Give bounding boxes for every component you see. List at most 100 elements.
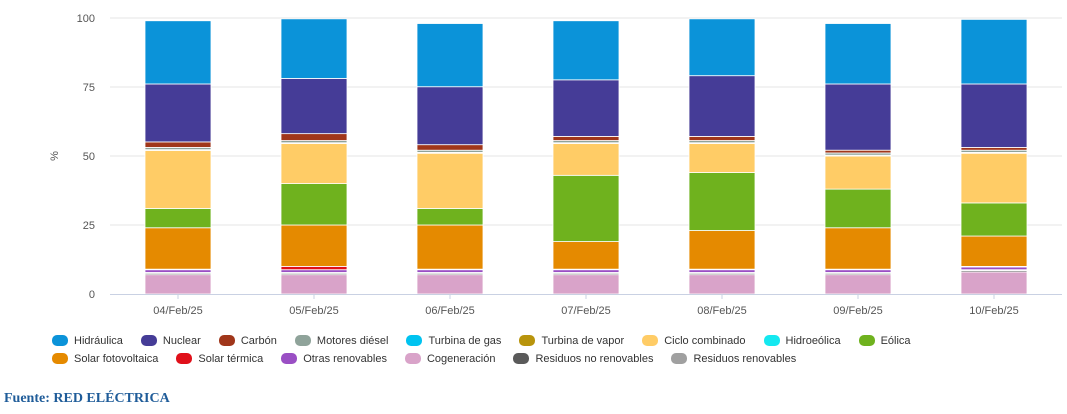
legend-label: Nuclear [162, 334, 201, 347]
legend-item[interactable]: Nuclear [140, 333, 201, 348]
legend-swatch [642, 335, 659, 346]
legend-swatch [671, 353, 688, 364]
bar-segment[interactable] [552, 174, 620, 242]
bar-segment[interactable] [824, 227, 892, 270]
legend-item[interactable]: Residuos renovables [671, 351, 796, 366]
legend-swatch [218, 335, 235, 346]
legend-swatch [858, 335, 875, 346]
bar-segment[interactable] [280, 183, 348, 226]
bar-segment[interactable] [552, 20, 620, 81]
bar-segment[interactable] [280, 224, 348, 267]
legend-swatch [176, 353, 193, 364]
legend-item[interactable]: Turbina de gas [406, 333, 501, 348]
legend-item[interactable]: Eólica [858, 333, 911, 348]
legend-item[interactable]: Carbón [218, 333, 277, 348]
bar-segment[interactable] [688, 136, 756, 141]
bar-segment[interactable] [280, 143, 348, 185]
bar-segment[interactable] [960, 271, 1028, 295]
bar-segment[interactable] [144, 150, 212, 209]
bar-segment[interactable] [552, 143, 620, 176]
x-tick-label: 06/Feb/25 [425, 305, 475, 317]
legend-label: Turbina de gas [428, 334, 502, 347]
legend-item[interactable]: Motores diésel [294, 333, 389, 348]
bar-segment[interactable] [960, 83, 1028, 148]
bar-segment[interactable] [552, 79, 620, 137]
legend-swatch [406, 335, 423, 346]
bar-segment[interactable] [416, 224, 484, 270]
bar-segment[interactable] [960, 266, 1028, 271]
bar-segment[interactable] [416, 208, 484, 226]
y-tick-label: 0 [89, 289, 95, 301]
bar-segment[interactable] [280, 274, 348, 295]
bar-segment[interactable] [824, 274, 892, 295]
bar-segment[interactable] [280, 133, 348, 141]
bar-segment[interactable] [688, 274, 756, 295]
x-tick-label: 10/Feb/25 [969, 305, 1019, 317]
bar-segment[interactable] [144, 269, 212, 273]
legend-label: Ciclo combinado [664, 334, 746, 347]
bar-segment[interactable] [824, 188, 892, 229]
legend-swatch [513, 353, 530, 364]
bar-segment[interactable] [552, 269, 620, 273]
bar-segment[interactable] [960, 147, 1028, 151]
bar-segment[interactable] [144, 141, 212, 148]
bar-segment[interactable] [960, 235, 1028, 267]
bar-segment[interactable] [280, 265, 348, 271]
bar-segment[interactable] [688, 172, 756, 231]
bars [144, 18, 1028, 295]
bar-segment[interactable] [144, 208, 212, 229]
bar-segment[interactable] [824, 83, 892, 151]
bar-segment[interactable] [552, 136, 620, 141]
bar-segment[interactable] [824, 23, 892, 85]
legend-label: Otras renovables [303, 352, 387, 365]
legend-swatch [404, 353, 421, 364]
bar-segment[interactable] [688, 230, 756, 270]
source-text: Fuente: RED ELÉCTRICA [4, 391, 170, 406]
legend-item[interactable]: Residuos no renovables [513, 351, 653, 366]
bar-segment[interactable] [960, 18, 1028, 85]
legend-item[interactable]: Solar fotovoltaica [52, 351, 158, 366]
legend-item[interactable]: Hidroeólica [763, 333, 841, 348]
bar-segment[interactable] [552, 241, 620, 270]
bar-segment[interactable] [688, 269, 756, 273]
legend-item[interactable]: Turbina de vapor [519, 333, 624, 348]
x-axis-ticks: 04/Feb/25 05/Feb/25 06/Feb/25 07/Feb/25 08/F… [153, 294, 1019, 317]
bar-segment[interactable] [144, 274, 212, 295]
bar-segment[interactable] [416, 144, 484, 151]
legend-item[interactable]: Otras renovables [281, 351, 387, 366]
bar-segment[interactable] [416, 152, 484, 209]
legend-item[interactable]: Hidráulica [52, 333, 123, 348]
bar-segment[interactable] [416, 269, 484, 273]
legend: Hidráulica Nuclear Carbón Motores diésel Tur… [52, 333, 1012, 366]
bar-segment[interactable] [824, 269, 892, 273]
legend-item[interactable]: Solar térmica [176, 351, 263, 366]
legend-item[interactable]: Ciclo combinado [642, 333, 746, 348]
legend-swatch [52, 335, 68, 346]
legend-label: Motores diésel [316, 334, 389, 347]
bar-segment[interactable] [416, 23, 484, 88]
bar-segment[interactable] [144, 83, 212, 143]
legend-label: Solar fotovoltaica [74, 352, 159, 365]
y-tick-label: 25 [83, 220, 95, 232]
legend-item[interactable]: Cogeneración [404, 351, 495, 366]
bar-segment[interactable] [416, 274, 484, 295]
x-tick-label: 09/Feb/25 [833, 305, 883, 317]
bar-segment[interactable] [280, 18, 348, 79]
stacked-bar-chart: 0 25 50 75 100 % 04/Feb/25 05/Feb/25 06/Feb/25… [49, 13, 1062, 317]
bar-segment[interactable] [552, 274, 620, 295]
x-tick-label: 08/Feb/25 [697, 305, 747, 317]
bar-segment[interactable] [280, 78, 348, 135]
bar-segment[interactable] [688, 18, 756, 77]
bar-segment[interactable] [960, 152, 1028, 204]
bar-segment[interactable] [688, 143, 756, 173]
bar-segment[interactable] [144, 20, 212, 85]
bar-segment[interactable] [824, 149, 892, 154]
bar-segment[interactable] [416, 86, 484, 146]
bar-segment[interactable] [144, 227, 212, 270]
legend-swatch [763, 335, 780, 346]
bar-segment[interactable] [960, 202, 1028, 237]
x-tick-label: 07/Feb/25 [561, 305, 611, 317]
bar-segment[interactable] [824, 155, 892, 190]
bar-segment[interactable] [688, 75, 756, 137]
bar-segment[interactable] [280, 269, 348, 273]
